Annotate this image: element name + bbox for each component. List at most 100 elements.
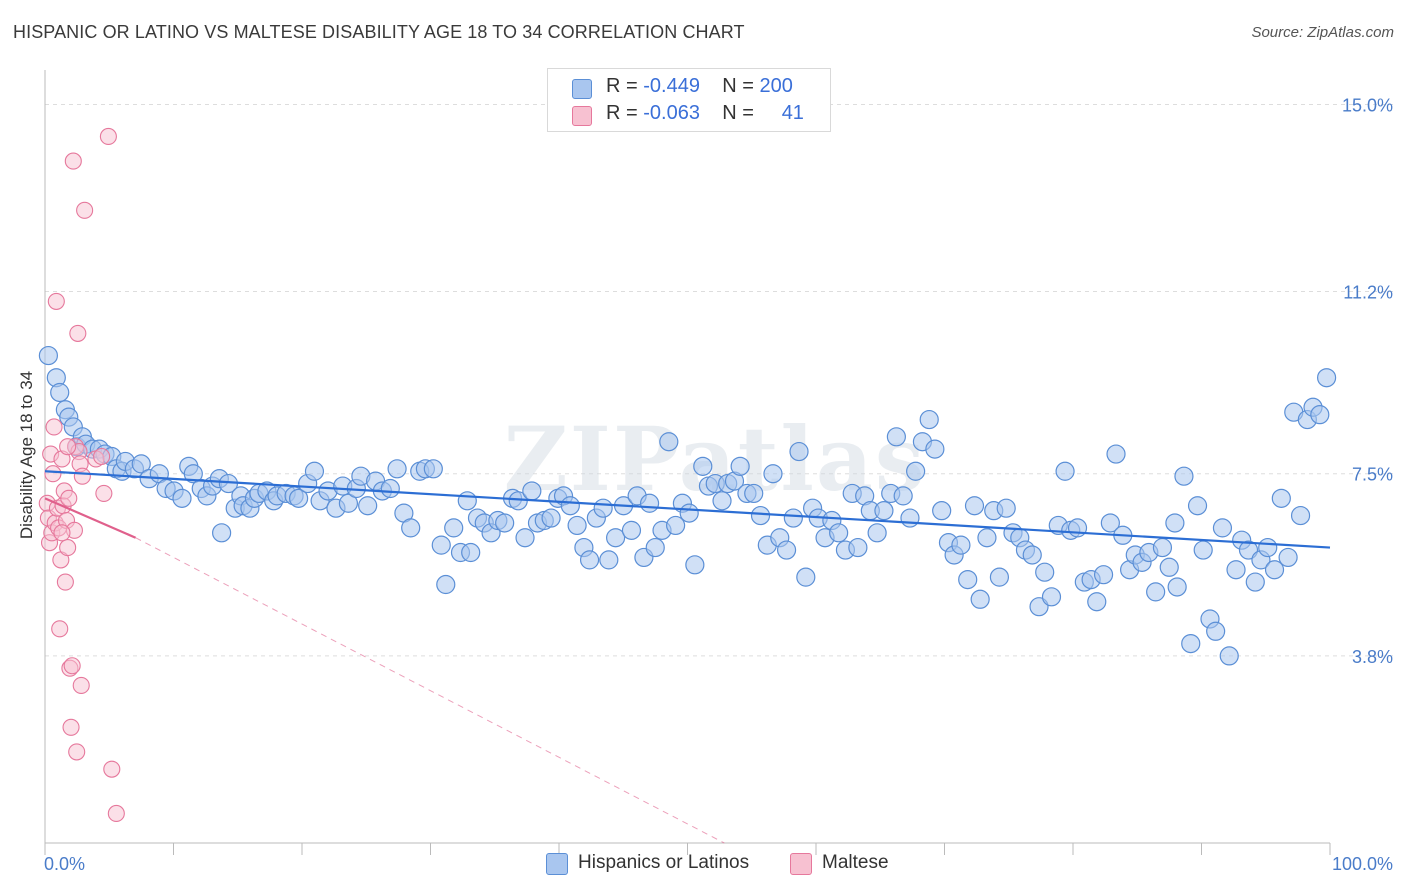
data-point-hispanic <box>932 501 952 521</box>
data-point-hispanic <box>712 491 732 511</box>
data-point-hispanic <box>457 491 477 511</box>
data-point-hispanic <box>593 498 613 518</box>
series-hispanic-points <box>38 345 1337 666</box>
data-point-maltese <box>72 676 90 694</box>
legend-stats-maltese: R = -0.063 N = 41 <box>606 102 804 125</box>
data-point-hispanic <box>1290 505 1311 526</box>
data-point-maltese <box>60 489 78 507</box>
data-point-hispanic <box>358 496 378 516</box>
legend-swatch-blue <box>546 853 568 875</box>
x-tick-label: 100.0% <box>1332 854 1393 874</box>
data-point-hispanic <box>996 498 1016 518</box>
y-tick-label: 7.5% <box>1352 465 1393 485</box>
data-point-maltese <box>62 718 80 736</box>
data-point-maltese <box>69 324 87 342</box>
data-point-hispanic <box>1187 496 1208 516</box>
data-point-hispanic <box>1174 466 1194 486</box>
data-point-hispanic <box>763 464 783 484</box>
y-tick-label: 3.8% <box>1352 647 1393 667</box>
trend-line-maltese <box>44 497 137 539</box>
data-point-maltese <box>64 152 82 170</box>
y-tick-labels: 3.8% 7.5% 11.2% 15.0% <box>1342 95 1393 666</box>
data-point-hispanic <box>1212 518 1233 538</box>
legend-label-maltese: Maltese <box>822 852 889 873</box>
y-tick-label: 15.0% <box>1342 95 1393 115</box>
y-tick-label: 11.2% <box>1343 283 1393 303</box>
n-value: 200 <box>759 75 793 97</box>
n-value: 41 <box>781 102 804 124</box>
data-point-maltese <box>93 447 111 466</box>
data-point-hispanic <box>744 483 764 504</box>
data-point-maltese <box>63 657 81 675</box>
data-point-hispanic <box>579 550 600 570</box>
data-point-hispanic <box>867 523 887 543</box>
data-point-hispanic <box>958 569 978 590</box>
data-point-hispanic <box>1258 537 1278 558</box>
data-point-hispanic <box>1159 557 1179 577</box>
data-point-hispanic <box>659 432 679 452</box>
data-point-hispanic <box>1278 547 1298 568</box>
data-point-hispanic <box>783 508 803 528</box>
data-point-hispanic <box>1152 537 1173 558</box>
legend-swatch-pink <box>572 106 592 126</box>
data-point-hispanic <box>874 501 894 521</box>
data-point-maltese <box>45 418 63 436</box>
data-point-hispanic <box>925 439 945 459</box>
data-point-hispanic <box>906 461 926 481</box>
data-point-maltese <box>59 438 77 456</box>
data-point-hispanic <box>977 528 997 548</box>
gridlines <box>45 103 1393 657</box>
data-point-hispanic <box>401 518 421 538</box>
data-point-hispanic <box>886 427 906 447</box>
data-point-hispanic <box>431 535 451 555</box>
n-label: N = <box>722 75 760 97</box>
data-point-hispanic <box>380 478 400 499</box>
data-point-hispanic <box>1219 646 1239 666</box>
data-point-maltese <box>95 484 113 502</box>
trend-line-maltese-extended <box>135 537 725 844</box>
data-point-hispanic <box>645 537 665 558</box>
data-point-hispanic <box>1206 621 1226 641</box>
series-legend: Hispanics or Latinos Maltese <box>0 852 1406 876</box>
r-value: -0.449 <box>643 75 700 97</box>
data-point-hispanic <box>38 345 58 366</box>
data-point-hispanic <box>522 481 542 501</box>
data-point-hispanic <box>796 567 816 587</box>
data-point-maltese <box>47 292 65 310</box>
data-point-hispanic <box>1245 572 1265 592</box>
data-point-hispanic <box>829 523 849 543</box>
data-point-hispanic <box>730 456 750 476</box>
data-point-hispanic <box>1087 592 1107 612</box>
data-point-hispanic <box>1167 577 1187 597</box>
y-axis-label: Disability Age 18 to 34 <box>17 371 36 539</box>
data-point-maltese <box>44 465 62 483</box>
data-point-hispanic <box>423 459 443 479</box>
data-point-hispanic <box>951 535 971 555</box>
data-point-hispanic <box>693 456 713 476</box>
data-point-hispanic <box>515 528 535 548</box>
x-tick-label: 0.0% <box>44 854 85 874</box>
data-point-hispanic <box>970 589 990 609</box>
data-point-hispanic <box>50 382 70 403</box>
trend-lines-back <box>135 537 725 844</box>
data-point-hispanic <box>1310 405 1330 425</box>
data-point-hispanic <box>1181 633 1201 654</box>
data-point-hispanic <box>1067 518 1088 538</box>
data-point-hispanic <box>1193 540 1213 560</box>
data-point-hispanic <box>304 461 325 481</box>
data-point-hispanic <box>776 540 797 560</box>
data-point-hispanic <box>1022 545 1042 565</box>
data-point-hispanic <box>639 493 660 513</box>
data-point-hispanic <box>1264 560 1285 580</box>
data-point-hispanic <box>183 464 203 484</box>
data-point-hispanic <box>599 550 619 570</box>
r-label: R = <box>606 75 644 97</box>
x-tick-labels: 0.0% 100.0% <box>44 854 1393 874</box>
data-point-hispanic <box>621 520 642 540</box>
data-point-hispanic <box>919 409 939 430</box>
data-point-hispanic <box>848 537 868 558</box>
data-point-hispanic <box>436 574 456 595</box>
correlation-legend: R = -0.449 N = 200 R = -0.063 N = 41 <box>547 68 831 132</box>
chart-title: HISPANIC OR LATINO VS MALTESE DISABILITY… <box>13 22 745 42</box>
